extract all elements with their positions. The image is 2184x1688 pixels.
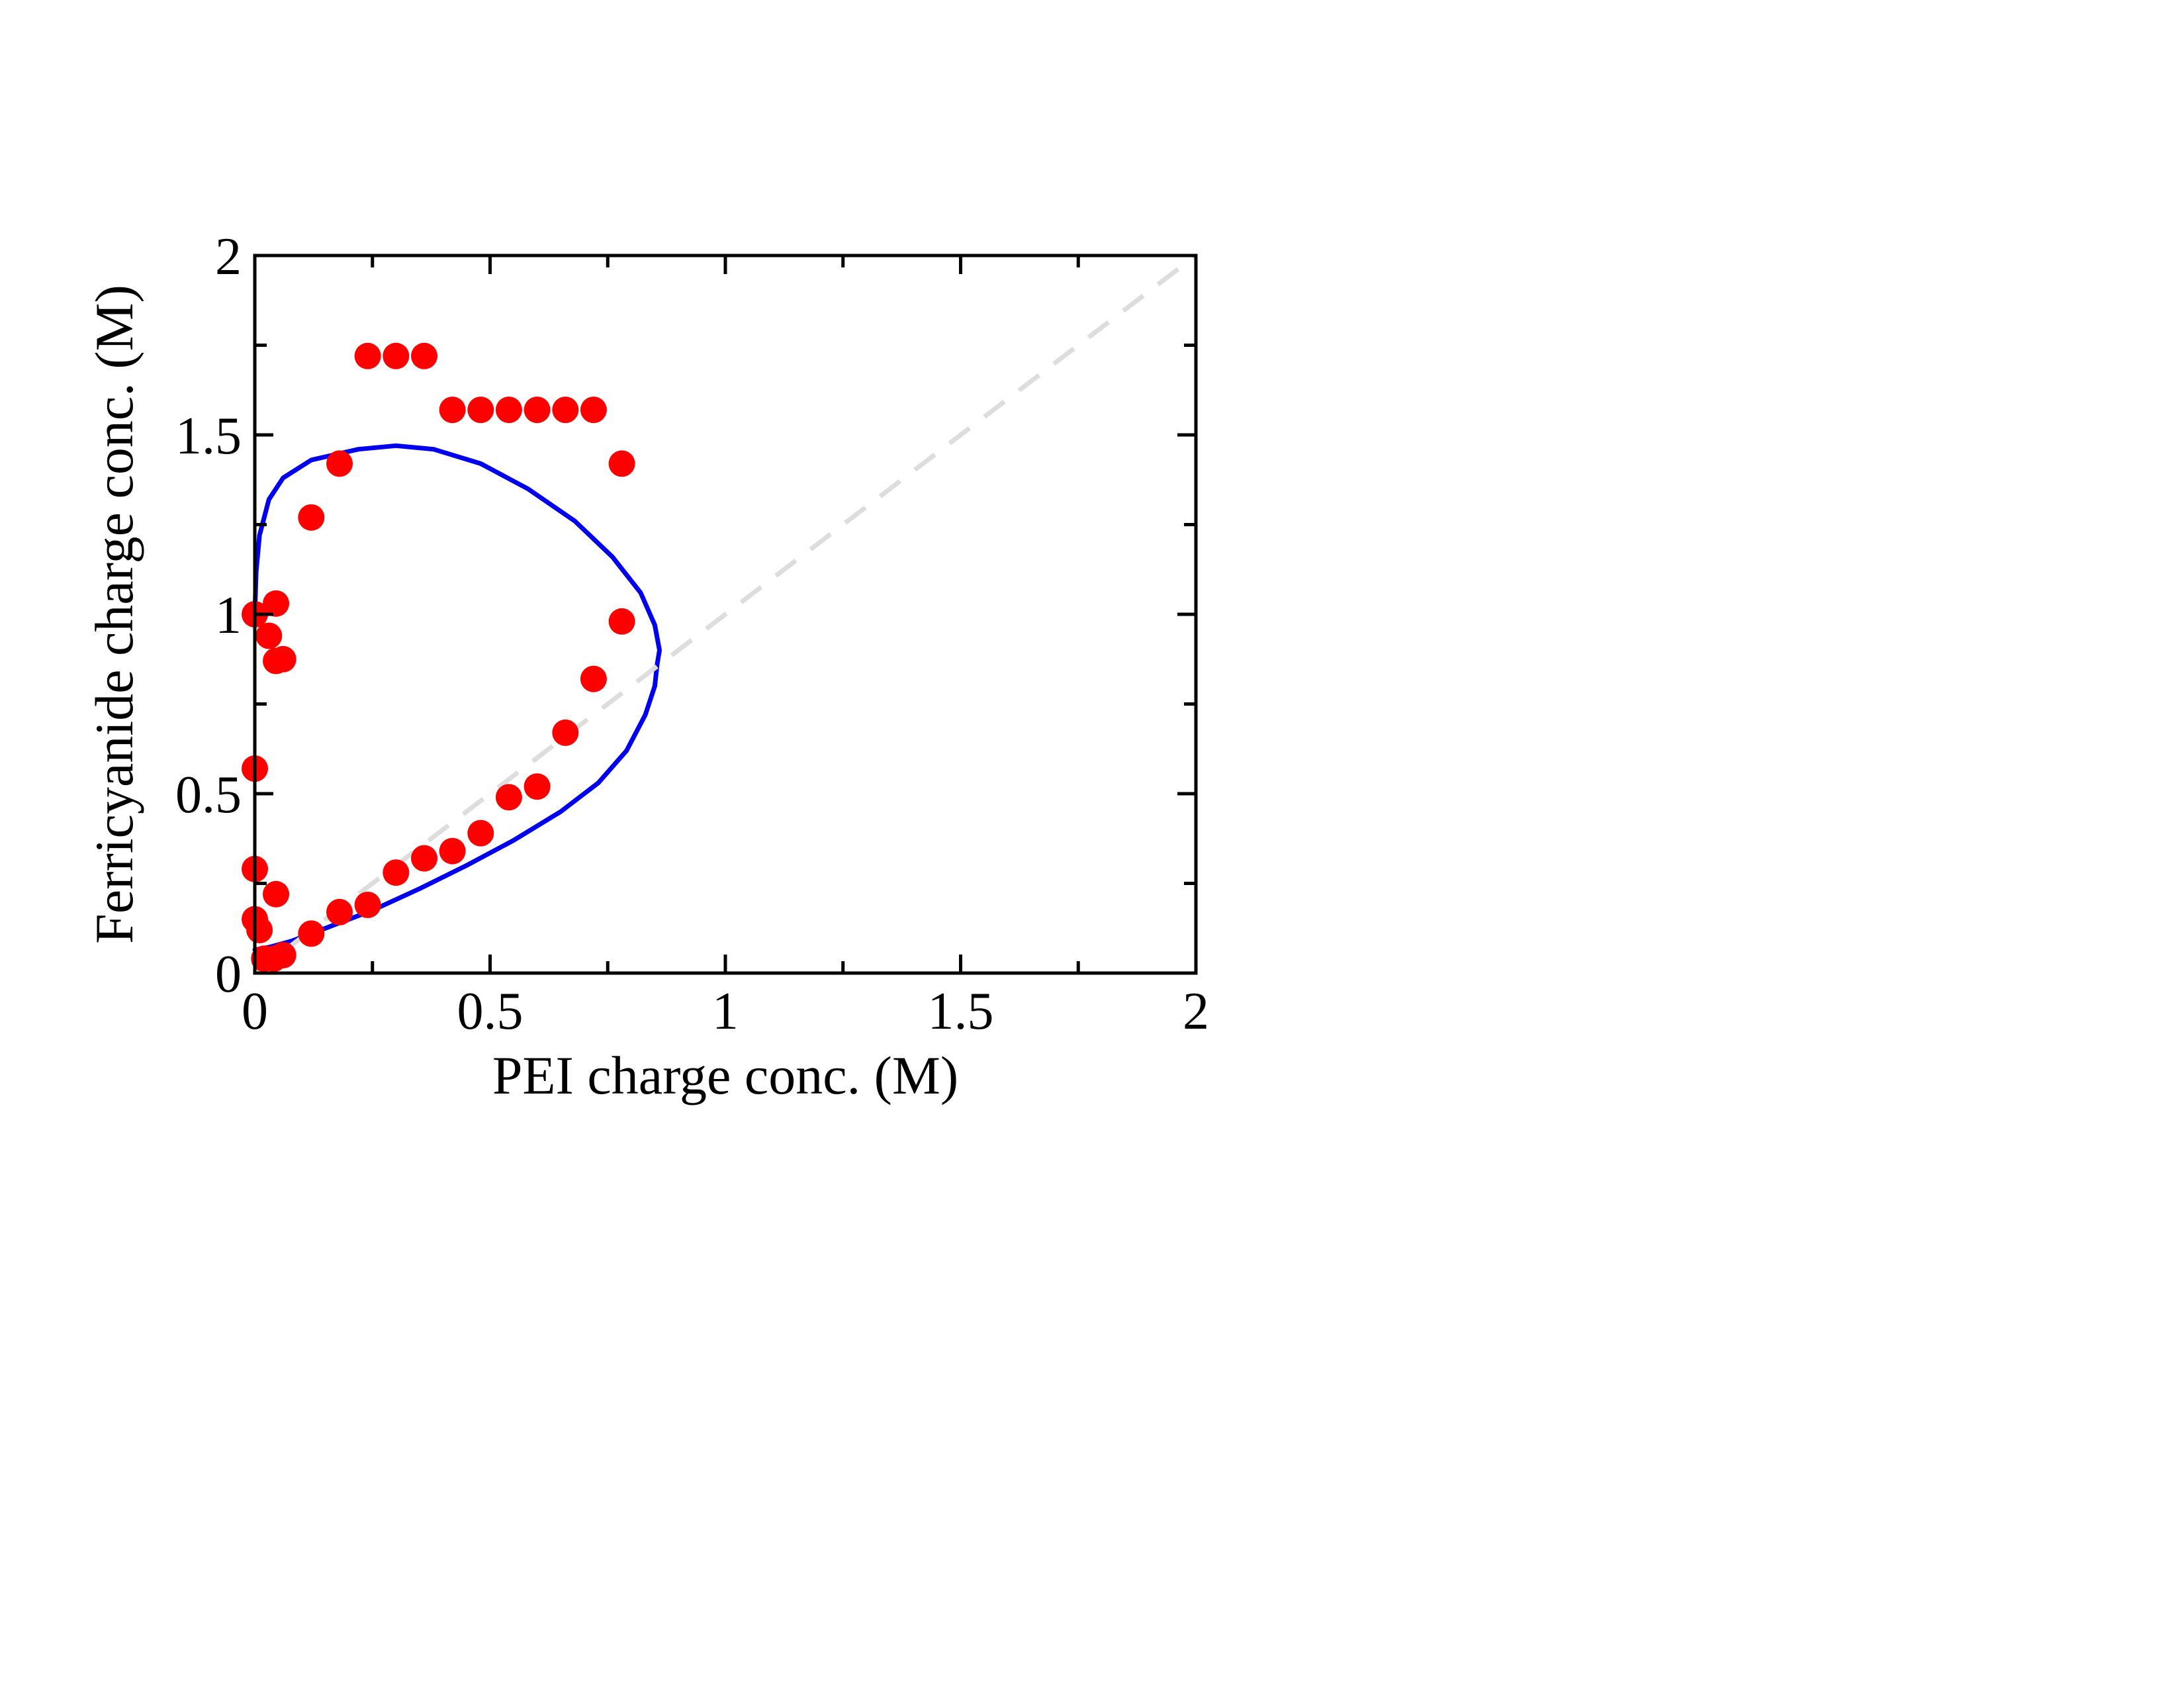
data-point-5	[255, 622, 283, 649]
plot-layer	[242, 254, 1198, 975]
data-point-20	[495, 784, 522, 811]
data-point-15	[354, 892, 381, 918]
data-point-36	[608, 450, 635, 477]
x-tick-label: 1.5	[928, 982, 994, 1041]
diagonal-reference-line	[253, 254, 1198, 975]
data-point-14	[326, 898, 353, 925]
x-tick-label: 1	[712, 982, 739, 1041]
data-point-30	[439, 397, 466, 424]
y-tick-label: 0	[215, 945, 242, 1004]
data-point-34	[552, 397, 579, 424]
x-axis-label: PEI charge conc. (M)	[492, 1045, 958, 1105]
x-tick-label: 0.5	[457, 982, 523, 1041]
y-tick-label: 1.5	[175, 407, 242, 465]
binodal-curve-line-1	[252, 662, 660, 953]
data-point-24	[608, 608, 635, 635]
data-point-29	[411, 342, 437, 369]
data-point-27	[354, 342, 381, 369]
data-point-26	[326, 450, 353, 477]
data-point-18	[439, 837, 466, 865]
x-tick-label: 0	[242, 982, 268, 1041]
data-point-17	[411, 845, 437, 872]
data-point-13	[298, 920, 325, 947]
data-point-28	[383, 342, 410, 369]
data-point-35	[580, 397, 607, 424]
data-point-19	[467, 820, 494, 847]
data-point-8	[269, 645, 296, 673]
y-tick-label: 1	[215, 586, 242, 645]
data-point-21	[523, 773, 551, 800]
data-point-22	[552, 719, 579, 746]
binodal-curve-line-2	[252, 443, 662, 667]
data-point-16	[383, 859, 410, 886]
data-point-32	[495, 397, 522, 424]
data-point-12	[269, 941, 296, 968]
data-point-25	[298, 504, 325, 531]
tick-layer: 0 0.5 1 1.5 2 0 0.5 1 1.5 2	[175, 228, 1209, 1041]
y-tick-label: 0.5	[175, 766, 242, 824]
data-point-33	[523, 397, 551, 424]
data-point-9	[263, 880, 289, 908]
y-tick-label: 2	[215, 228, 242, 286]
y-axis-label: Ferricyanide charge conc. (M)	[84, 285, 144, 944]
data-point-31	[467, 397, 494, 424]
data-point-23	[580, 665, 607, 692]
data-point-6	[263, 590, 289, 617]
data-point-4	[246, 917, 273, 943]
x-tick-label: 2	[1183, 982, 1209, 1041]
